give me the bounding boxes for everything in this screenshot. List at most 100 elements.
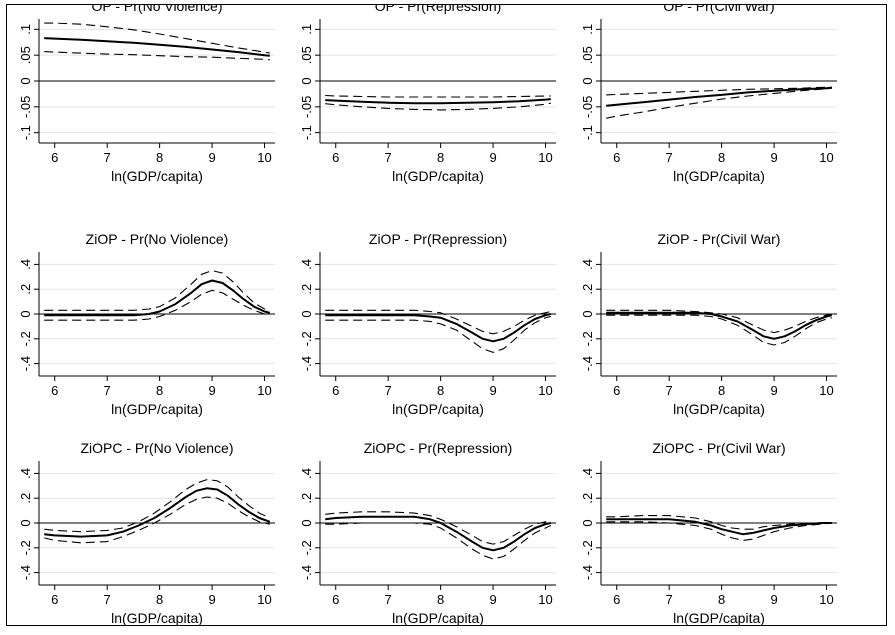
ci-lower-line: [44, 496, 270, 544]
ci-upper-line: [325, 309, 551, 335]
x-tick-label: 6: [51, 150, 58, 165]
x-axis-title: ln(GDP/capita): [673, 610, 765, 626]
panel-ziop-pr-repression: ZiOP - Pr(Repression) -.4 -.2 0 .2 .4 6 7 8 9 10 ln…: [299, 231, 556, 417]
estimate-line: [325, 98, 551, 105]
x-tick-label: 10: [538, 150, 552, 165]
x-tick-label: 10: [538, 383, 552, 398]
y-tick-label: -.4: [299, 565, 314, 580]
x-axis-title: ln(GDP/capita): [392, 610, 484, 626]
x-tick-label: 7: [385, 592, 392, 607]
ci-upper-line: [44, 479, 271, 533]
estimate-line: [606, 86, 832, 107]
x-tick-label: 6: [613, 383, 620, 398]
estimate-line: [44, 487, 271, 538]
x-tick-label: 10: [819, 383, 833, 398]
y-tick-label: .4: [18, 259, 33, 270]
x-tick-label: 6: [332, 592, 339, 607]
panel-op-pr-no-violence: OP - Pr(No Violence) -.1 -.05 0 .05 .1 6 7 8 9 10 l…: [18, 5, 275, 184]
x-tick-label: 7: [666, 592, 673, 607]
panel-title: ZiOPC - Pr(Repression): [364, 440, 513, 456]
y-tick-label: -.05: [299, 96, 314, 118]
y-tick-label: 0: [580, 519, 595, 526]
x-tick-label: 6: [613, 150, 620, 165]
y-tick-label: .2: [299, 284, 314, 295]
y-tick-label: .1: [580, 24, 595, 35]
x-tick-label: 8: [437, 592, 444, 607]
ci-lower-line: [606, 314, 832, 346]
panel-op-pr-civil-war: OP - Pr(Civil War) -.1 -.05 0 .05 .1 6 7 8 9 10 ln(…: [580, 5, 837, 184]
y-tick-label: .2: [580, 284, 595, 295]
x-tick-label: 10: [538, 592, 552, 607]
x-tick-label: 7: [104, 383, 111, 398]
x-tick-label: 9: [770, 150, 777, 165]
chart-grid: OP - Pr(No Violence) -.1 -.05 0 .05 .1 6 7 8 9 10 l…: [18, 5, 837, 626]
x-tick-label: 9: [770, 383, 777, 398]
y-tick-label: .05: [580, 46, 595, 64]
y-tick-label: -.2: [580, 540, 595, 555]
panel-title: OP - Pr(No Violence): [92, 5, 223, 14]
x-axis-title: ln(GDP/capita): [673, 168, 765, 184]
y-tick-label: -.2: [299, 331, 314, 346]
x-tick-label: 9: [489, 592, 496, 607]
panel-ziopc-pr-civil-war: ZiOPC - Pr(Civil War) -.4 -.2 0 .2 .4 6 7 8 9 10 ln…: [580, 440, 837, 626]
y-tick-label: .4: [580, 259, 595, 270]
x-axis-title: ln(GDP/capita): [392, 401, 484, 417]
x-tick-label: 8: [718, 383, 725, 398]
y-tick-label: -.05: [18, 96, 33, 118]
y-tick-label: 0: [299, 310, 314, 317]
x-tick-label: 6: [51, 592, 58, 607]
y-tick-label: .05: [18, 46, 33, 64]
x-tick-label: 6: [332, 383, 339, 398]
ci-lower-line: [325, 315, 551, 353]
x-tick-label: 8: [437, 383, 444, 398]
y-tick-label: .4: [18, 468, 33, 479]
y-tick-label: 0: [299, 77, 314, 84]
x-tick-label: 10: [819, 592, 833, 607]
ci-upper-line: [325, 94, 551, 98]
x-tick-label: 8: [718, 150, 725, 165]
y-tick-label: 0: [580, 77, 595, 84]
y-tick-label: -.2: [18, 540, 33, 555]
y-tick-label: .4: [299, 259, 314, 270]
y-tick-label: .4: [580, 468, 595, 479]
x-tick-label: 6: [613, 592, 620, 607]
x-tick-label: 8: [718, 592, 725, 607]
y-tick-label: -.1: [299, 125, 314, 140]
ci-upper-line: [606, 86, 832, 96]
x-tick-label: 10: [257, 150, 271, 165]
y-tick-label: .2: [299, 493, 314, 504]
estimate-line: [44, 279, 271, 317]
y-tick-label: 0: [18, 519, 33, 526]
x-tick-label: 8: [156, 592, 163, 607]
y-tick-label: -.4: [299, 356, 314, 371]
panel-ziopc-pr-no-violence: ZiOPC - Pr(No Violence) -.4 -.2 0 .2 .4 6 7 8 9 10…: [18, 440, 275, 626]
panel-title: ZiOPC - Pr(No Violence): [80, 440, 233, 456]
x-tick-label: 7: [385, 150, 392, 165]
y-tick-label: .05: [299, 46, 314, 64]
ci-lower-line: [606, 521, 832, 541]
x-tick-label: 7: [666, 383, 673, 398]
x-tick-label: 9: [208, 383, 215, 398]
y-tick-label: .2: [580, 493, 595, 504]
ci-upper-line: [44, 22, 270, 54]
panel-ziop-pr-civil-war: ZiOP - Pr(Civil War) -.4 -.2 0 .2 .4 6 7 8 9 10 ln(…: [580, 231, 837, 417]
panel-op-pr-repression: OP - Pr(Repression) -.1 -.05 0 .05 .1 6 7 8 9 10 ln…: [299, 5, 556, 184]
x-tick-label: 9: [208, 150, 215, 165]
x-axis-title: ln(GDP/capita): [673, 401, 765, 417]
y-tick-label: 0: [580, 310, 595, 317]
panel-title: OP - Pr(Repression): [375, 5, 502, 14]
x-tick-label: 6: [51, 383, 58, 398]
x-tick-label: 9: [208, 592, 215, 607]
y-tick-label: .2: [18, 284, 33, 295]
y-tick-label: -.1: [580, 125, 595, 140]
y-tick-label: -.2: [299, 540, 314, 555]
panel-title: ZiOP - Pr(Repression): [369, 231, 507, 247]
y-tick-label: -.4: [580, 565, 595, 580]
x-axis-title: ln(GDP/capita): [392, 168, 484, 184]
y-tick-label: .1: [299, 24, 314, 35]
x-axis-title: ln(GDP/capita): [111, 168, 203, 184]
y-tick-label: -.2: [18, 331, 33, 346]
ci-lower-line: [44, 289, 270, 321]
estimate-line: [606, 518, 832, 536]
x-tick-label: 8: [156, 383, 163, 398]
